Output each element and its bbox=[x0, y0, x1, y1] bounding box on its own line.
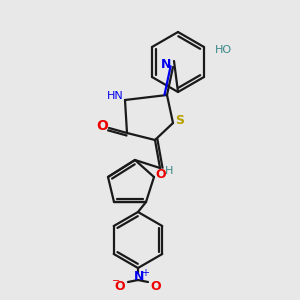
Text: N: N bbox=[134, 271, 144, 284]
Text: O: O bbox=[151, 280, 161, 293]
Text: HO: HO bbox=[215, 45, 232, 55]
Text: HN: HN bbox=[106, 91, 123, 101]
Text: O: O bbox=[156, 167, 166, 181]
Text: +: + bbox=[141, 268, 149, 278]
Text: S: S bbox=[176, 113, 184, 127]
Text: −: − bbox=[112, 276, 120, 286]
Text: N: N bbox=[161, 58, 171, 70]
Text: O: O bbox=[115, 280, 125, 293]
Text: H: H bbox=[165, 166, 173, 176]
Text: O: O bbox=[96, 119, 108, 133]
